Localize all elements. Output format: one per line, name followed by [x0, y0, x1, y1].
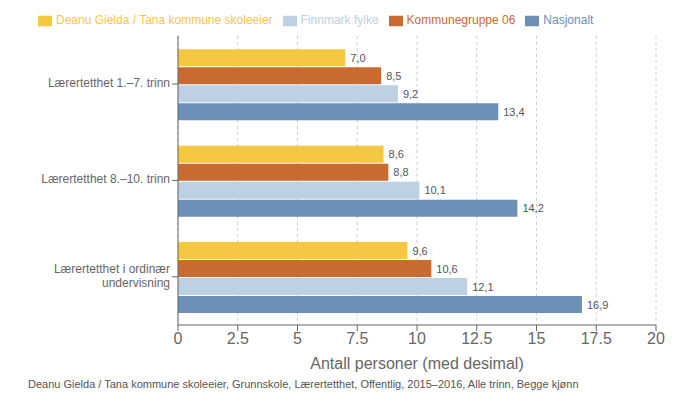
svg-text:2.5: 2.5: [227, 330, 249, 347]
svg-text:0: 0: [174, 330, 183, 347]
svg-text:Antall personer (med desimal): Antall personer (med desimal): [310, 355, 523, 372]
html-text:Deanu Gielda / Tana kommune sk: Deanu Gielda / Tana kommune skoleeier, G…: [28, 378, 579, 390]
html-text:Nasjonalt: Nasjonalt: [543, 13, 594, 27]
svg-text:9,6: 9,6: [412, 245, 427, 257]
html-text:Kommunegruppe 06: Kommunegruppe 06: [406, 13, 516, 27]
svg-text:8,5: 8,5: [386, 70, 401, 82]
svg-text:8,6: 8,6: [389, 148, 404, 160]
svg-text:12,1: 12,1: [472, 281, 493, 293]
svg-text:Lærertetthet 1.–7. trinn: Lærertetthet 1.–7. trinn: [48, 76, 170, 90]
svg-text:7,0: 7,0: [350, 52, 365, 64]
svg-text:Lærertetthet i ordinærundervis: Lærertetthet i ordinærundervisning: [54, 262, 170, 290]
svg-text:16,9: 16,9: [587, 299, 608, 311]
svg-text:10: 10: [408, 330, 426, 347]
svg-text:17.5: 17.5: [581, 330, 612, 347]
svg-text:5: 5: [293, 330, 302, 347]
svg-text:13,4: 13,4: [503, 106, 524, 118]
svg-text:15: 15: [528, 330, 546, 347]
svg-text:14,2: 14,2: [522, 202, 543, 214]
svg-text:10,6: 10,6: [436, 263, 457, 275]
html-text:Deanu Gielda / Tana kommune sk: Deanu Gielda / Tana kommune skoleeier: [56, 13, 273, 27]
svg-text:10,1: 10,1: [424, 184, 445, 196]
svg-text:20: 20: [647, 330, 665, 347]
svg-text:7.5: 7.5: [346, 330, 368, 347]
svg-text:12.5: 12.5: [461, 330, 492, 347]
html-text:Finnmark fylke: Finnmark fylke: [300, 13, 379, 27]
svg-text:9,2: 9,2: [403, 88, 418, 100]
svg-text:Lærertetthet 8.–10. trinn: Lærertetthet 8.–10. trinn: [41, 173, 170, 187]
svg-text:8,8: 8,8: [393, 166, 408, 178]
